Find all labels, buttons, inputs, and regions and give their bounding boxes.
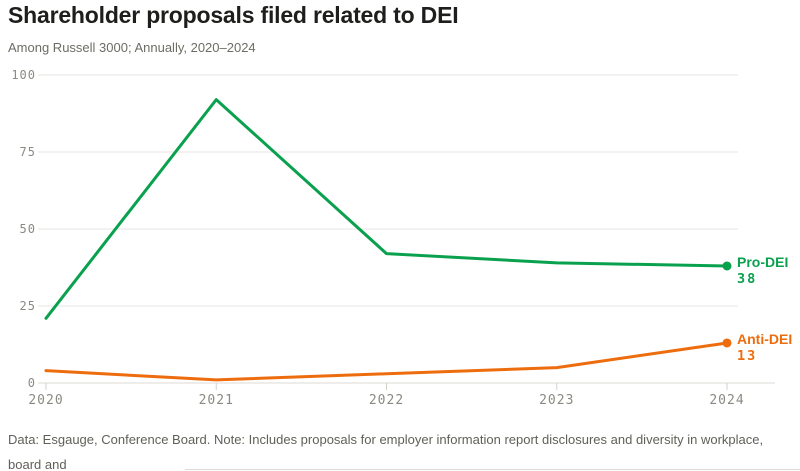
y-axis-label-25: 25: [19, 299, 36, 313]
x-axis-label-2022: 2022: [368, 393, 405, 408]
y-axis-label-75: 75: [19, 145, 36, 159]
x-axis-label-2024: 2024: [709, 393, 745, 408]
x-axis-label-2021: 2021: [198, 393, 234, 408]
y-axis-label-0: 0: [27, 376, 36, 390]
series-end-dot-anti-dei: [722, 338, 732, 348]
series-end-value-pro-dei: 38: [737, 270, 758, 287]
x-axis-label-2023: 2023: [539, 393, 575, 408]
series-line-pro-dei: [44, 98, 729, 320]
series-end-value-anti-dei: 13: [737, 347, 758, 364]
chart-subtitle: Among Russell 3000; Annually, 2020–2024: [8, 40, 256, 55]
page-title: Shareholder proposals filed related to D…: [8, 2, 459, 28]
footer-note-line-1: Data: Esgauge, Conference Board. Note: I…: [8, 432, 764, 471]
y-axis-label-100: 100: [11, 68, 36, 82]
series-end-dot-pro-dei: [722, 261, 732, 271]
series-line-anti-dei: [44, 341, 729, 382]
series-end-label-anti-dei: Anti-DEI: [737, 330, 793, 347]
bottom-divider: [185, 469, 800, 470]
footer-note: Data: Esgauge, Conference Board. Note: I…: [8, 427, 798, 471]
series-end-label-pro-dei: Pro-DEI: [737, 253, 789, 270]
x-axis-label-2020: 2020: [28, 393, 64, 408]
y-axis-label-50: 50: [19, 222, 36, 236]
